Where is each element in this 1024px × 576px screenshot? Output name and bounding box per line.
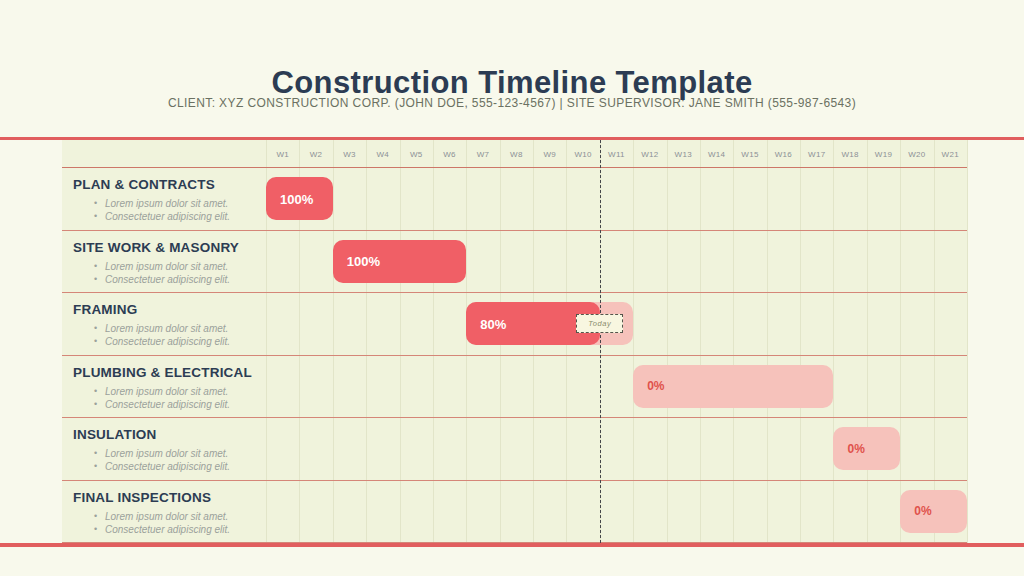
gantt-bar: 0%: [833, 427, 900, 470]
task-info: PLAN & CONTRACTS Lorem ipsum dolor sit am…: [73, 177, 230, 223]
task-row: FINAL INSPECTIONS Lorem ipsum dolor sit a…: [62, 481, 967, 544]
today-marker-line: [600, 140, 601, 543]
task-bullet: Lorem ipsum dolor sit amet.: [73, 197, 230, 210]
week-label: W13: [667, 150, 700, 159]
progress-label: 80%: [480, 316, 506, 331]
week-header-row: W1W2W3W4W5W6W7W8W9W10W11W12W13W14W15W16W…: [62, 140, 967, 168]
week-label: W8: [500, 150, 533, 159]
week-label: W10: [566, 150, 599, 159]
task-info: INSULATION Lorem ipsum dolor sit amet.Con…: [73, 427, 230, 473]
bottom-divider: [0, 543, 1024, 547]
task-bullet-list: Lorem ipsum dolor sit amet.Consectetuer …: [73, 322, 230, 348]
task-bullet: Consectetuer adipiscing elit.: [73, 523, 230, 536]
task-bullet: Lorem ipsum dolor sit amet.: [73, 510, 230, 523]
task-bullet-list: Lorem ipsum dolor sit amet.Consectetuer …: [73, 447, 230, 473]
task-title: FINAL INSPECTIONS: [73, 490, 230, 505]
task-row: FRAMING Lorem ipsum dolor sit amet.Consec…: [62, 293, 967, 356]
task-row: SITE WORK & MASONRY Lorem ipsum dolor sit…: [62, 231, 967, 294]
task-bullet: Consectetuer adipiscing elit.: [73, 460, 230, 473]
task-title: SITE WORK & MASONRY: [73, 240, 239, 255]
task-bullet: Lorem ipsum dolor sit amet.: [73, 260, 239, 273]
task-info: FRAMING Lorem ipsum dolor sit amet.Consec…: [73, 302, 230, 348]
week-label: W5: [400, 150, 433, 159]
task-bullet: Lorem ipsum dolor sit amet.: [73, 447, 230, 460]
week-label: W21: [934, 150, 967, 159]
task-bullet: Consectetuer adipiscing elit.: [73, 335, 230, 348]
task-row: INSULATION Lorem ipsum dolor sit amet.Con…: [62, 418, 967, 481]
progress-label: 0%: [847, 442, 864, 456]
week-label: W18: [833, 150, 866, 159]
week-label: W20: [900, 150, 933, 159]
week-label: W12: [633, 150, 666, 159]
task-title: FRAMING: [73, 302, 230, 317]
grid-line: [967, 140, 968, 543]
week-label: W19: [867, 150, 900, 159]
week-label: W14: [700, 150, 733, 159]
week-label: W4: [366, 150, 399, 159]
week-label: W17: [800, 150, 833, 159]
gantt-bar: 100%: [266, 177, 333, 220]
slide: Construction Timeline Template CLIENT: X…: [0, 0, 1024, 576]
task-row: PLUMBING & ELECTRICAL Lorem ipsum dolor s…: [62, 356, 967, 419]
progress-label: 0%: [647, 379, 664, 393]
task-title: INSULATION: [73, 427, 230, 442]
week-label: W9: [533, 150, 566, 159]
progress-label: 100%: [280, 191, 313, 206]
gantt-chart: W1W2W3W4W5W6W7W8W9W10W11W12W13W14W15W16W…: [62, 140, 967, 543]
gantt-bar: 100%: [333, 240, 467, 283]
task-title: PLUMBING & ELECTRICAL: [73, 365, 252, 380]
week-label: W7: [466, 150, 499, 159]
progress-label: 100%: [347, 254, 380, 269]
task-bullet: Lorem ipsum dolor sit amet.: [73, 322, 230, 335]
page-subtitle: CLIENT: XYZ CONSTRUCTION CORP. (JOHN DOE…: [0, 96, 1024, 110]
task-info: SITE WORK & MASONRY Lorem ipsum dolor sit…: [73, 240, 239, 286]
week-label: W2: [299, 150, 332, 159]
task-row: PLAN & CONTRACTS Lorem ipsum dolor sit am…: [62, 168, 967, 231]
progress-label: 0%: [914, 504, 931, 518]
week-label: W1: [266, 150, 299, 159]
week-label: W6: [433, 150, 466, 159]
task-title: PLAN & CONTRACTS: [73, 177, 230, 192]
week-label: W3: [333, 150, 366, 159]
task-info: FINAL INSPECTIONS Lorem ipsum dolor sit a…: [73, 490, 230, 536]
task-bullet-list: Lorem ipsum dolor sit amet.Consectetuer …: [73, 510, 230, 536]
task-bullet-list: Lorem ipsum dolor sit amet.Consectetuer …: [73, 260, 239, 286]
gantt-bar: 0%: [900, 490, 967, 533]
task-bullet: Lorem ipsum dolor sit amet.: [73, 385, 252, 398]
task-bullet-list: Lorem ipsum dolor sit amet.Consectetuer …: [73, 197, 230, 223]
task-bullet: Consectetuer adipiscing elit.: [73, 273, 239, 286]
task-bullet: Consectetuer adipiscing elit.: [73, 210, 230, 223]
gantt-bar: 0%: [633, 365, 833, 408]
task-info: PLUMBING & ELECTRICAL Lorem ipsum dolor s…: [73, 365, 252, 411]
week-label: W15: [733, 150, 766, 159]
today-badge: Today: [576, 314, 623, 333]
task-bullet-list: Lorem ipsum dolor sit amet.Consectetuer …: [73, 385, 252, 411]
week-label: W11: [600, 150, 633, 159]
week-label: W16: [767, 150, 800, 159]
task-bullet: Consectetuer adipiscing elit.: [73, 398, 252, 411]
